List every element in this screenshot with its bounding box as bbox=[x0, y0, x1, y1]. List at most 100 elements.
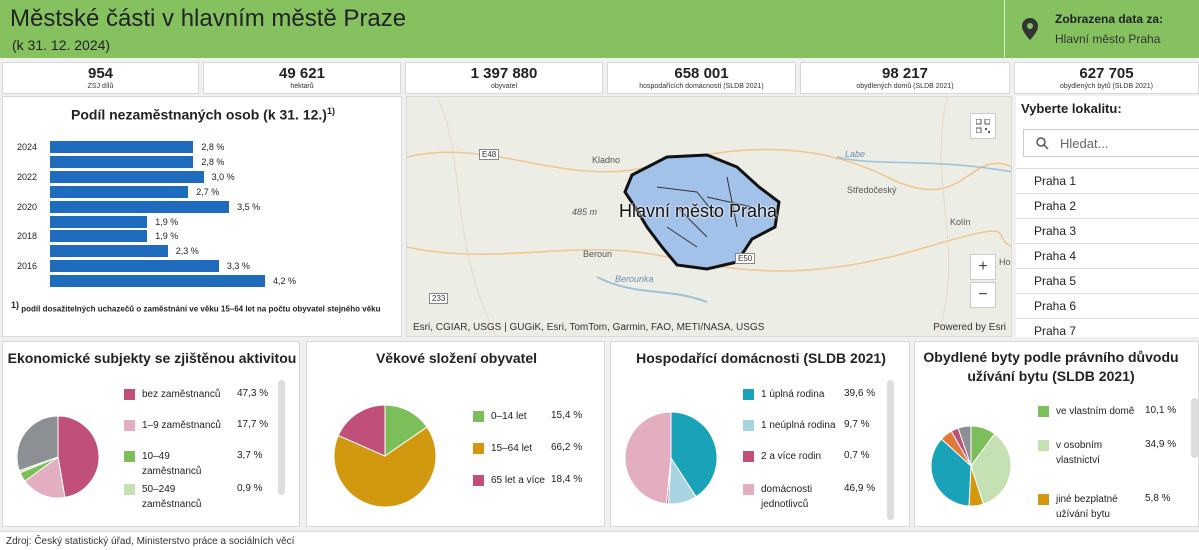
locality-item[interactable]: Praha 3 bbox=[1016, 218, 1199, 243]
stat-card-zsj: 954 ZSJ dílů bbox=[2, 62, 199, 94]
map-road-e50: E50 bbox=[735, 253, 756, 264]
stat-card-population: 1 397 880 obyvatel bbox=[405, 62, 603, 94]
legend-swatch bbox=[124, 484, 135, 495]
header-divider bbox=[1004, 0, 1005, 58]
households-pie-chart bbox=[625, 412, 717, 504]
unemployment-panel: Podíl nezaměstnaných osob (k 31. 12.)1) … bbox=[2, 96, 402, 337]
dwellings-panel: Obydlené byty podle právního důvodu užív… bbox=[914, 341, 1199, 527]
pie-slice[interactable] bbox=[57, 416, 99, 498]
unemployment-title: Podíl nezaměstnaných osob (k 31. 12.)1) bbox=[71, 106, 335, 123]
legend-label: 50–249 zaměstnanců bbox=[142, 484, 202, 510]
legend-swatch bbox=[1038, 494, 1049, 505]
stat-label: obyvatel bbox=[490, 83, 518, 90]
pie-slice[interactable] bbox=[970, 433, 1011, 505]
stat-label: ZSJ dílů bbox=[87, 83, 114, 90]
locality-item[interactable]: Praha 4 bbox=[1016, 243, 1199, 268]
locality-item[interactable]: Praha 6 bbox=[1016, 293, 1199, 318]
year-tick-label: 2016 bbox=[17, 261, 38, 272]
map-place-kolin: Kolín bbox=[950, 217, 971, 227]
legend-percent: 0,9 % bbox=[237, 483, 263, 494]
legend-label: 1 úplná rodina bbox=[761, 389, 825, 400]
stat-card-flats: 627 705 obydlených bytů (SLDB 2021) bbox=[1014, 62, 1199, 94]
legend-swatch bbox=[124, 420, 135, 431]
search-icon bbox=[1036, 137, 1049, 150]
bar-value-label: 3,3 % bbox=[226, 261, 250, 272]
pie-slice[interactable] bbox=[24, 456, 66, 498]
bar-2018[interactable] bbox=[50, 230, 148, 243]
locality-item[interactable]: Praha 1 bbox=[1016, 168, 1199, 193]
households-scrollbar[interactable] bbox=[887, 380, 894, 520]
bar-2017[interactable] bbox=[50, 245, 168, 258]
pie-slice[interactable] bbox=[931, 438, 972, 506]
unemployment-footnote: 1) podíl dosažitelných uchazečů o zaměst… bbox=[11, 300, 381, 314]
stat-label: hospodařících domácností (SLDB 2021) bbox=[639, 83, 764, 90]
legend-percent: 46,9 % bbox=[844, 483, 876, 494]
locality-item[interactable]: Praha 5 bbox=[1016, 268, 1199, 293]
legend-percent: 47,3 % bbox=[237, 388, 269, 399]
bar-2015[interactable] bbox=[50, 275, 265, 288]
stat-card-hectares: 49 621 hektarů bbox=[203, 62, 401, 94]
bar-2023[interactable] bbox=[50, 155, 194, 168]
bar-2022[interactable] bbox=[50, 170, 204, 183]
bar-2024[interactable] bbox=[50, 141, 194, 153]
legend-label: 0–14 let bbox=[491, 411, 527, 422]
bar-2016[interactable] bbox=[50, 260, 219, 273]
econ-panel: Ekonomické subjekty se zjištěnou aktivit… bbox=[2, 341, 300, 527]
age-title: Věkové složení obyvatel bbox=[375, 350, 538, 366]
bar-value-label: 2,3 % bbox=[175, 246, 199, 257]
source-note: Zdroj: Český statistický úřad, Ministers… bbox=[6, 536, 295, 547]
bar-value-label: 2,8 % bbox=[201, 156, 225, 167]
pie-slice[interactable] bbox=[957, 426, 972, 467]
locality-item[interactable]: Praha 7 bbox=[1016, 318, 1199, 337]
bar-value-label: 3,0 % bbox=[211, 171, 235, 182]
header: Městské části v hlavním městě Praze (k 3… bbox=[0, 0, 1199, 58]
bar-2020[interactable] bbox=[50, 200, 230, 213]
legend-swatch bbox=[1038, 406, 1049, 417]
bar-value-label: 1,9 % bbox=[155, 231, 179, 242]
pie-slice[interactable] bbox=[625, 412, 672, 504]
legend-percent: 5,8 % bbox=[1145, 493, 1171, 504]
econ-scrollbar[interactable] bbox=[278, 380, 285, 495]
pie-slice[interactable] bbox=[334, 426, 436, 507]
search-placeholder: Hledat... bbox=[1060, 136, 1109, 151]
pie-slice[interactable] bbox=[17, 416, 59, 472]
stat-value: 49 621 bbox=[279, 65, 325, 82]
shown-data-label: Zobrazena data za: bbox=[1055, 12, 1164, 26]
legend-swatch bbox=[743, 420, 754, 431]
year-tick-label: 2022 bbox=[17, 171, 38, 182]
legend-percent: 10,1 % bbox=[1145, 405, 1177, 416]
legend-percent: 3,7 % bbox=[237, 450, 263, 461]
legend-label: 15–64 let bbox=[491, 443, 533, 454]
locality-panel: Vyberte lokalitu: Hledat... Praha 1 Prah… bbox=[1016, 96, 1199, 337]
map-powered-by[interactable]: Powered by Esri bbox=[933, 322, 1006, 333]
dwellings-pie-chart bbox=[931, 426, 1011, 506]
dwellings-scrollbar[interactable] bbox=[1191, 398, 1198, 458]
map-elevation: 485 m bbox=[572, 207, 598, 217]
year-tick-label: 2018 bbox=[17, 231, 38, 242]
econ-pie-chart bbox=[17, 416, 99, 498]
stat-value: 627 705 bbox=[1079, 65, 1134, 82]
qr-code-button[interactable] bbox=[970, 113, 996, 139]
map-place-kladno: Kladno bbox=[592, 155, 621, 165]
households-panel: Hospodařící domácnosti (SLDB 2021) 1 úpl… bbox=[610, 341, 910, 527]
locality-item[interactable]: Praha 2 bbox=[1016, 193, 1199, 218]
pie-slice[interactable] bbox=[337, 405, 386, 457]
legend-swatch bbox=[743, 389, 754, 400]
legend-swatch bbox=[743, 484, 754, 495]
age-panel: Věkové složení obyvatel 0–14 let 15,4 % 15… bbox=[306, 341, 605, 527]
stat-value: 98 217 bbox=[882, 65, 928, 82]
zoom-in-button[interactable]: + bbox=[970, 254, 996, 280]
legend-label: 1–9 zaměstnanců bbox=[142, 420, 221, 431]
legend-percent: 39,6 % bbox=[844, 388, 876, 399]
footer: Zdroj: Český statistický úřad, Ministers… bbox=[0, 531, 1199, 550]
legend-label: 10–49 zaměstnanců bbox=[142, 451, 202, 477]
bar-2019[interactable] bbox=[50, 215, 148, 228]
pie-slice[interactable] bbox=[384, 405, 428, 457]
bar-2021[interactable] bbox=[50, 185, 189, 198]
legend-swatch bbox=[124, 451, 135, 462]
locality-search-input[interactable]: Hledat... bbox=[1023, 129, 1199, 157]
legend-percent: 15,4 % bbox=[551, 410, 583, 421]
zoom-out-button[interactable]: − bbox=[970, 282, 996, 308]
page-title: Městské části v hlavním městě Praze bbox=[10, 5, 407, 32]
map-view[interactable]: Kladno Beroun Kolín Středočeský Labe Ber… bbox=[406, 96, 1012, 337]
